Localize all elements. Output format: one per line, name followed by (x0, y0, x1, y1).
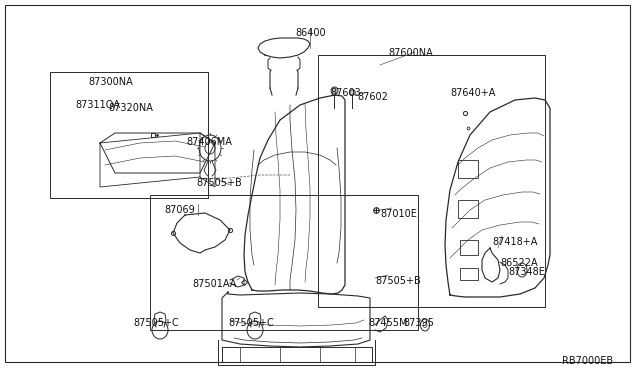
Bar (50, 72, 208, 198)
Text: 86400: 86400 (295, 28, 326, 38)
Text: 87395: 87395 (403, 318, 434, 328)
Bar (460, 240, 478, 255)
Text: 87311QA: 87311QA (75, 100, 120, 110)
Text: 86522A: 86522A (500, 258, 538, 268)
Bar (458, 200, 478, 218)
Text: 87505+C: 87505+C (228, 318, 274, 328)
Text: 87348E: 87348E (508, 267, 545, 277)
Text: 87300NA: 87300NA (88, 77, 132, 87)
Bar (318, 55, 545, 307)
Text: 87505+B: 87505+B (375, 276, 420, 286)
Text: 87501AA: 87501AA (192, 279, 236, 289)
Text: 87010E: 87010E (380, 209, 417, 219)
Text: 87505+C: 87505+C (133, 318, 179, 328)
Text: 87406MA: 87406MA (186, 137, 232, 147)
Bar (150, 195, 418, 330)
Text: 87600NA: 87600NA (388, 48, 433, 58)
Text: 87069: 87069 (164, 205, 195, 215)
Bar (460, 268, 478, 280)
Text: 87320NA: 87320NA (108, 103, 153, 113)
Bar (458, 160, 478, 178)
Text: 87602: 87602 (357, 92, 388, 102)
Text: 87505+B: 87505+B (196, 178, 242, 188)
Text: 87603: 87603 (330, 88, 361, 98)
Text: 87640+A: 87640+A (450, 88, 495, 98)
Text: 87418+A: 87418+A (492, 237, 538, 247)
Text: RB7000EB: RB7000EB (562, 356, 613, 366)
Text: 87455M: 87455M (368, 318, 408, 328)
